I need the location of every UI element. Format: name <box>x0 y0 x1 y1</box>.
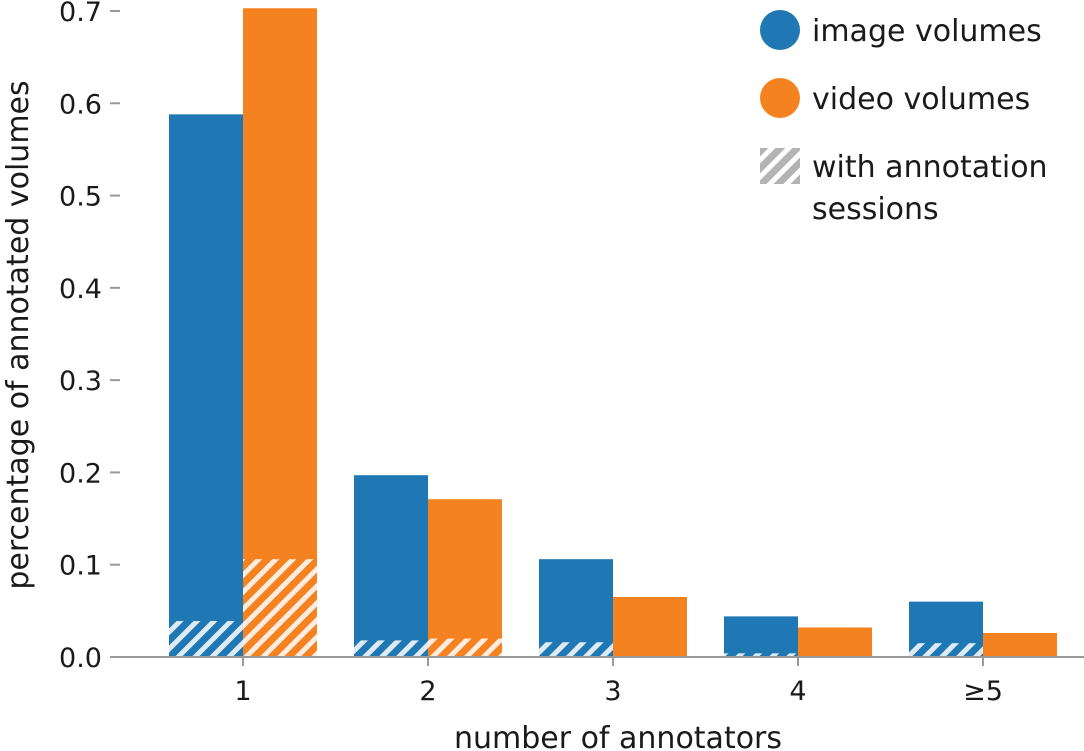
hatch-image-volumes-2 <box>539 642 613 657</box>
legend-label-line: with annotation <box>812 150 1048 185</box>
x-tick-label: 1 <box>234 676 251 707</box>
bar-video-volumes-3 <box>798 627 872 657</box>
x-tick-label: 2 <box>419 676 436 707</box>
legend-label-0: image volumes <box>812 14 1042 49</box>
y-tick-label: 0.6 <box>59 89 102 120</box>
x-axis-label: number of annotators <box>454 721 782 751</box>
bar-video-volumes-1 <box>428 499 502 657</box>
bar-image-volumes-2 <box>539 559 613 657</box>
legend-marker-0 <box>760 10 800 50</box>
legend-label-1: video volumes <box>812 82 1030 117</box>
y-axis-label: percentage of annotated volumes <box>1 80 36 589</box>
y-axis: 0.0 0.1 0.2 0.3 0.4 0.5 0.6 0.7 <box>59 0 120 674</box>
x-tick-label: ≥5 <box>963 676 1003 707</box>
hatch-image-volumes-0 <box>169 621 243 657</box>
y-tick-label: 0.3 <box>59 366 102 397</box>
bar-video-volumes-0 <box>243 8 317 657</box>
y-tick-label: 0.5 <box>59 182 102 213</box>
bar-video-volumes-4 <box>983 633 1057 657</box>
hatch-video-volumes-1 <box>428 638 502 657</box>
y-tick-label: 0.0 <box>59 643 102 674</box>
bar-image-volumes-3 <box>724 616 798 657</box>
legend-marker-1 <box>760 78 800 118</box>
legend-label-line: sessions <box>812 192 939 227</box>
legend: image volumes video volumes with annotatio… <box>760 10 1048 227</box>
legend-marker-hatch <box>760 148 800 184</box>
bar-image-volumes-0 <box>169 114 243 658</box>
bar-video-volumes-2 <box>613 597 687 657</box>
bars <box>169 8 1057 658</box>
legend-label-2: with annotation sessions <box>812 150 1048 227</box>
x-tick-label: 3 <box>604 676 621 707</box>
x-axis: 1 2 3 4 ≥5 <box>118 656 1084 707</box>
bar-image-volumes-1 <box>354 475 428 657</box>
y-tick-label: 0.4 <box>59 274 102 305</box>
hatch-video-volumes-0 <box>243 559 317 657</box>
y-tick-label: 0.1 <box>59 551 102 582</box>
hatch-image-volumes-1 <box>354 640 428 657</box>
y-tick-label: 0.2 <box>59 458 102 489</box>
hatch-image-volumes-4 <box>909 643 983 657</box>
hatch-image-volumes-3 <box>724 653 798 657</box>
y-tick-label: 0.7 <box>59 0 102 28</box>
x-tick-label: 4 <box>789 676 806 707</box>
